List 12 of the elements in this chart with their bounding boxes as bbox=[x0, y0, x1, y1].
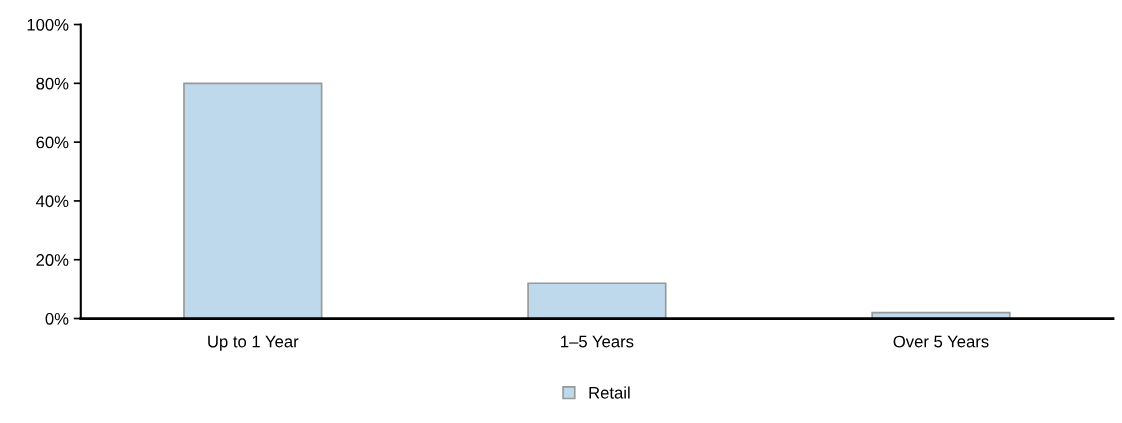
y-tick-label: 0% bbox=[45, 312, 69, 325]
y-tick-label: 80% bbox=[36, 77, 69, 90]
y-tick-label: 100% bbox=[27, 18, 69, 31]
x-tick-label: 1–5 Years bbox=[561, 335, 634, 348]
x-tick-label: Up to 1 Year bbox=[208, 335, 299, 351]
y-tick-label: 40% bbox=[36, 195, 69, 208]
legend-label: Retail bbox=[589, 386, 630, 399]
bar bbox=[527, 282, 667, 319]
y-tick-label: 20% bbox=[36, 254, 69, 266]
y-tick-label: 60% bbox=[36, 136, 69, 149]
bar bbox=[183, 82, 323, 319]
x-tick-label: Over 5 Years bbox=[893, 335, 989, 348]
